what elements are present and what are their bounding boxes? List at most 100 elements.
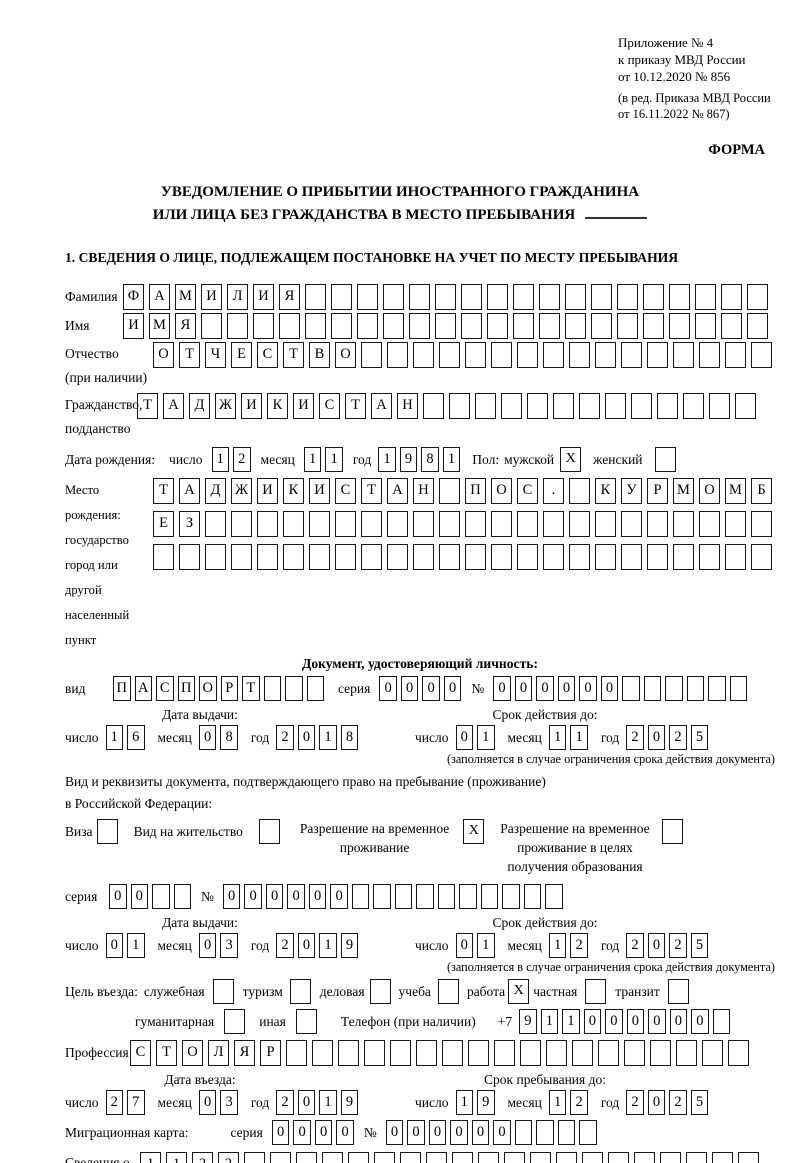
purpose-other-checkbox[interactable] — [295, 1009, 317, 1034]
char-cell[interactable] — [725, 342, 746, 368]
char-cell[interactable]: Я — [175, 313, 196, 339]
char-cell[interactable]: 2 — [218, 1152, 239, 1163]
char-cell[interactable]: 2 — [570, 933, 588, 958]
char-cell[interactable]: Е — [231, 342, 252, 368]
char-cell[interactable]: 1 — [378, 447, 396, 472]
char-cell[interactable]: 9 — [340, 1090, 359, 1115]
char-cell[interactable] — [546, 1040, 567, 1066]
char-cell[interactable]: 0 — [265, 884, 284, 909]
char-cell[interactable] — [708, 676, 726, 701]
char-cell[interactable] — [747, 313, 768, 339]
char-cell[interactable]: 2 — [626, 933, 644, 958]
char-cell[interactable] — [487, 313, 508, 339]
char-cell[interactable]: 0 — [222, 884, 241, 909]
char-cell[interactable] — [676, 1040, 697, 1066]
char-cell[interactable] — [683, 393, 704, 419]
char-cell[interactable] — [572, 1040, 593, 1066]
char-cell[interactable]: К — [283, 478, 304, 504]
char-cell[interactable] — [374, 1152, 395, 1163]
char-cell[interactable] — [631, 393, 652, 419]
char-cell[interactable]: 1 — [319, 725, 337, 750]
char-cell[interactable]: Н — [413, 478, 434, 504]
char-cell[interactable] — [416, 884, 434, 909]
char-cell[interactable] — [475, 393, 496, 419]
char-cell[interactable] — [543, 342, 564, 368]
char-cell[interactable] — [565, 284, 586, 310]
char-cell[interactable]: И — [309, 478, 330, 504]
char-cell[interactable]: 0 — [557, 676, 576, 701]
purpose-tourism-checkbox[interactable] — [289, 979, 311, 1004]
char-cell[interactable] — [439, 511, 460, 537]
char-cell[interactable] — [539, 284, 560, 310]
char-cell[interactable]: 2 — [276, 1090, 294, 1115]
char-cell[interactable]: С — [130, 1040, 151, 1066]
char-cell[interactable] — [413, 544, 434, 570]
purpose-business-checkbox[interactable] — [212, 979, 234, 1004]
char-cell[interactable] — [361, 342, 382, 368]
char-cell[interactable] — [673, 342, 694, 368]
char-cell[interactable] — [305, 284, 326, 310]
char-cell[interactable] — [309, 511, 330, 537]
char-cell[interactable]: 8 — [220, 725, 238, 750]
char-cell[interactable]: Р — [647, 478, 668, 504]
char-cell[interactable]: 3 — [220, 933, 238, 958]
char-cell[interactable] — [517, 544, 538, 570]
char-cell[interactable] — [517, 342, 538, 368]
char-cell[interactable]: 1 — [548, 933, 567, 958]
char-cell[interactable]: 1 — [319, 1090, 337, 1115]
char-cell[interactable]: О — [491, 478, 512, 504]
char-cell[interactable] — [557, 1120, 576, 1145]
char-cell[interactable]: 0 — [493, 676, 511, 701]
char-cell[interactable] — [309, 544, 330, 570]
char-cell[interactable]: Ж — [215, 393, 236, 419]
char-cell[interactable]: 0 — [583, 1009, 602, 1034]
char-cell[interactable]: 0 — [691, 1009, 709, 1034]
char-cell[interactable] — [545, 884, 563, 909]
char-cell[interactable] — [426, 1152, 447, 1163]
char-cell[interactable]: 1 — [303, 447, 322, 472]
char-cell[interactable] — [673, 511, 694, 537]
char-cell[interactable] — [409, 284, 430, 310]
char-cell[interactable] — [621, 342, 642, 368]
temp-permit-edu-checkbox[interactable] — [661, 819, 683, 844]
char-cell[interactable]: 1 — [562, 1009, 580, 1034]
char-cell[interactable]: И — [253, 284, 274, 310]
char-cell[interactable]: 0 — [626, 1009, 645, 1034]
char-cell[interactable] — [513, 313, 534, 339]
char-cell[interactable] — [387, 544, 408, 570]
char-cell[interactable]: А — [149, 284, 170, 310]
char-cell[interactable]: 0 — [271, 1120, 290, 1145]
char-cell[interactable]: А — [371, 393, 392, 419]
char-cell[interactable] — [390, 1040, 411, 1066]
char-cell[interactable] — [480, 884, 499, 909]
char-cell[interactable] — [709, 393, 730, 419]
temp-permit-checkbox[interactable]: X — [463, 819, 485, 844]
char-cell[interactable]: У — [621, 478, 642, 504]
purpose-humanitarian-checkbox[interactable] — [224, 1009, 246, 1034]
char-cell[interactable]: Т — [156, 1040, 177, 1066]
char-cell[interactable] — [465, 511, 486, 537]
char-cell[interactable]: А — [387, 478, 408, 504]
char-cell[interactable]: 0 — [330, 884, 348, 909]
char-cell[interactable] — [650, 1040, 671, 1066]
char-cell[interactable] — [569, 478, 590, 504]
char-cell[interactable] — [523, 884, 542, 909]
char-cell[interactable]: 0 — [422, 676, 440, 701]
char-cell[interactable] — [244, 1152, 265, 1163]
char-cell[interactable] — [306, 676, 324, 701]
char-cell[interactable] — [465, 342, 486, 368]
char-cell[interactable]: 0 — [336, 1120, 354, 1145]
char-cell[interactable]: Д — [205, 478, 226, 504]
char-cell[interactable]: С — [517, 478, 538, 504]
char-cell[interactable]: 2 — [669, 933, 687, 958]
char-cell[interactable] — [517, 511, 538, 537]
char-cell[interactable]: 0 — [471, 1120, 490, 1145]
char-cell[interactable]: 2 — [669, 1090, 687, 1115]
char-cell[interactable] — [595, 511, 616, 537]
char-cell[interactable]: 1 — [319, 933, 337, 958]
char-cell[interactable] — [494, 1040, 515, 1066]
char-cell[interactable]: Т — [137, 393, 158, 419]
char-cell[interactable]: 0 — [130, 884, 148, 909]
char-cell[interactable]: 0 — [109, 884, 127, 909]
char-cell[interactable] — [605, 393, 626, 419]
